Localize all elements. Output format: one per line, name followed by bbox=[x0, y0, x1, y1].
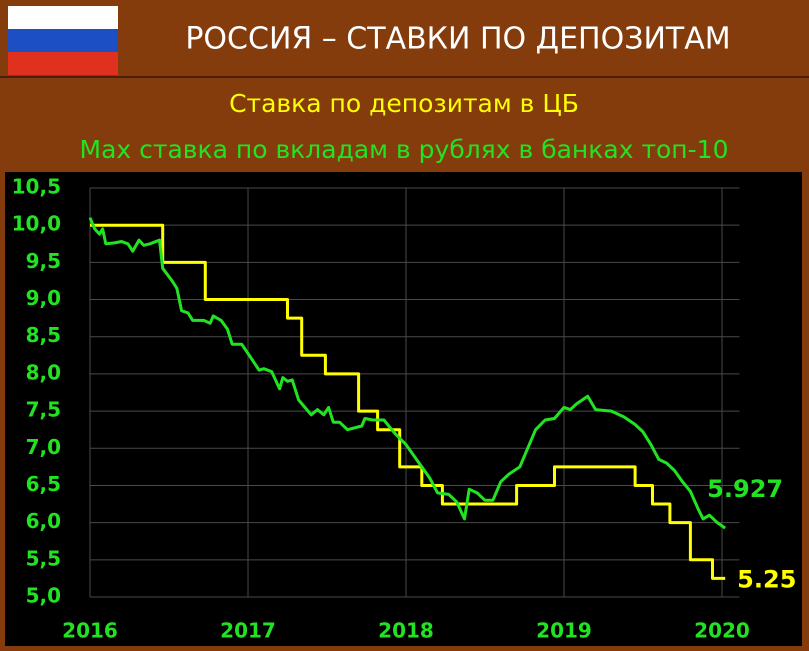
line-series bbox=[88, 217, 727, 530]
legend-entry: Ставка по депозитам в ЦБ bbox=[229, 89, 579, 118]
flag-red bbox=[8, 52, 118, 75]
end-value-label: 5.927 bbox=[707, 475, 783, 503]
flag-blue bbox=[8, 29, 118, 52]
x-tick-label: 2018 bbox=[378, 619, 434, 643]
x-tick-label: 2020 bbox=[694, 619, 750, 643]
y-tick-label: 10,0 bbox=[12, 212, 61, 236]
x-tick-label: 2019 bbox=[536, 619, 592, 643]
line-series bbox=[90, 223, 726, 580]
y-tick-label: 8,0 bbox=[26, 360, 61, 384]
end-value-label: 5.25 bbox=[737, 565, 796, 593]
plot-background bbox=[5, 172, 802, 646]
y-tick-label: 7,5 bbox=[26, 398, 61, 422]
y-tick-label: 5,5 bbox=[26, 546, 61, 570]
y-tick-label: 10,5 bbox=[12, 175, 61, 199]
legend-entry: Max ставка по вкладам в рублях в банках … bbox=[80, 135, 729, 164]
x-tick-label: 2016 bbox=[62, 619, 118, 643]
y-tick-label: 7,0 bbox=[26, 435, 61, 459]
y-tick-label: 6,5 bbox=[26, 472, 61, 496]
y-tick-label: 8,5 bbox=[26, 323, 61, 347]
y-tick-label: 9,5 bbox=[26, 249, 61, 273]
flag-white bbox=[8, 6, 118, 29]
y-tick-label: 9,0 bbox=[26, 286, 61, 310]
y-tick-label: 6,0 bbox=[26, 509, 61, 533]
y-tick-label: 5,0 bbox=[26, 584, 61, 608]
page-title: РОССИЯ – СТАВКИ ПО ДЕПОЗИТАМ bbox=[185, 22, 730, 57]
x-tick-label: 2017 bbox=[220, 619, 276, 643]
